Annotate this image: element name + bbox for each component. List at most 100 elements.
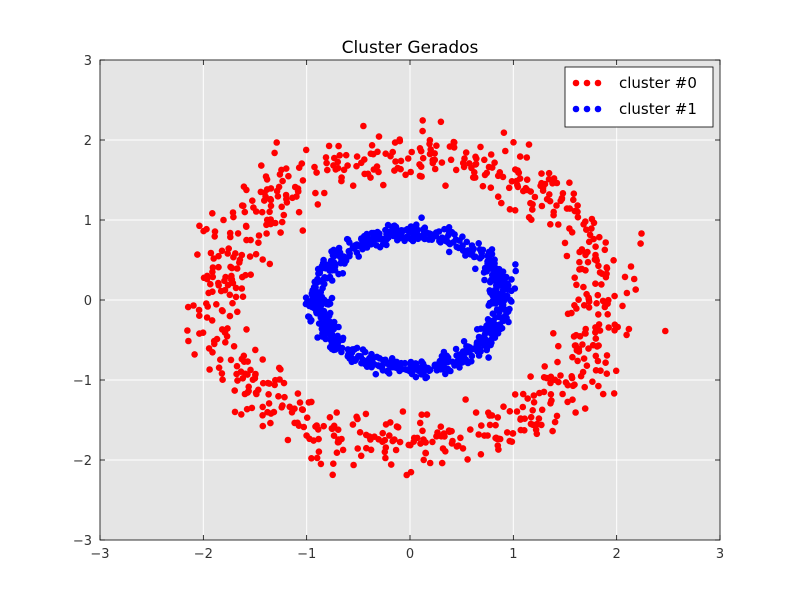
data-point (481, 156, 488, 164)
data-point (222, 339, 229, 346)
data-point (308, 316, 315, 324)
data-point (583, 362, 591, 370)
data-point (280, 211, 288, 219)
data-point (364, 357, 371, 364)
data-point (324, 315, 331, 323)
data-point (382, 226, 389, 234)
data-point (575, 348, 583, 355)
data-point (265, 400, 273, 407)
data-point (462, 396, 469, 403)
data-point (662, 327, 669, 335)
data-point (331, 154, 338, 162)
data-point (486, 412, 493, 419)
data-point (243, 326, 250, 333)
data-point (456, 237, 463, 244)
data-point (313, 309, 321, 317)
data-point (231, 387, 238, 394)
data-point (228, 264, 236, 272)
data-point (379, 429, 387, 437)
data-point (246, 253, 254, 260)
data-point (476, 246, 484, 253)
data-point (575, 296, 582, 304)
data-point (594, 291, 602, 299)
data-point (354, 445, 362, 452)
data-point (252, 346, 259, 354)
data-point (249, 197, 256, 204)
x-tick-label: −2 (194, 547, 213, 562)
data-point (349, 421, 357, 428)
data-point (495, 446, 502, 453)
data-point (336, 249, 344, 256)
data-point (588, 225, 595, 232)
data-point (263, 230, 270, 237)
data-point (255, 239, 262, 246)
data-point (467, 426, 474, 433)
data-point (446, 229, 453, 236)
data-point (539, 187, 547, 194)
data-point (481, 276, 488, 284)
data-point (462, 149, 470, 156)
data-point (311, 163, 318, 171)
data-point (452, 166, 460, 174)
data-point (500, 292, 507, 299)
data-point (284, 436, 292, 444)
data-point (239, 375, 247, 382)
data-point (511, 391, 519, 398)
data-point (238, 411, 245, 418)
data-point (247, 236, 254, 244)
data-point (447, 156, 455, 164)
data-point (317, 314, 325, 321)
data-point (592, 335, 600, 342)
data-point (487, 151, 495, 158)
data-point (582, 330, 589, 337)
data-point (484, 432, 491, 439)
data-point (598, 281, 605, 288)
data-point (527, 188, 534, 195)
data-point (416, 172, 424, 180)
data-point (440, 430, 448, 437)
data-point (475, 240, 483, 247)
data-point (619, 302, 626, 310)
data-point (524, 395, 531, 402)
data-point (546, 197, 554, 205)
data-point (273, 139, 281, 146)
data-point (334, 426, 342, 434)
data-point (603, 370, 611, 378)
data-point (283, 195, 290, 203)
data-point (399, 408, 407, 415)
data-point (373, 233, 381, 241)
data-point (623, 331, 630, 339)
data-point (451, 362, 458, 369)
data-point (592, 367, 600, 374)
data-point (234, 377, 241, 384)
data-point (563, 252, 571, 260)
data-point (320, 307, 328, 315)
data-point (564, 398, 571, 406)
data-point (206, 366, 213, 373)
data-point (368, 142, 376, 149)
data-point (419, 154, 427, 162)
data-point (553, 179, 561, 187)
data-point (512, 267, 519, 275)
data-point (630, 275, 638, 283)
data-point (221, 286, 229, 294)
data-point (281, 393, 288, 401)
axis-ticks: −3 −2 −1 0 1 2 3 −3 −2 −1 0 1 2 3 (73, 54, 724, 562)
data-point (302, 294, 310, 302)
data-point (595, 382, 602, 390)
data-point (431, 156, 439, 164)
data-point (433, 433, 440, 440)
data-point (321, 189, 328, 197)
data-point (558, 195, 566, 203)
data-point (233, 362, 241, 370)
data-point (431, 165, 439, 173)
data-point (429, 438, 436, 446)
data-point (330, 318, 338, 326)
data-point (342, 257, 350, 265)
data-point (494, 414, 502, 421)
legend-marker (583, 105, 591, 113)
data-point (557, 372, 564, 379)
data-point (519, 403, 527, 411)
data-point (207, 280, 214, 288)
data-point (291, 183, 299, 191)
